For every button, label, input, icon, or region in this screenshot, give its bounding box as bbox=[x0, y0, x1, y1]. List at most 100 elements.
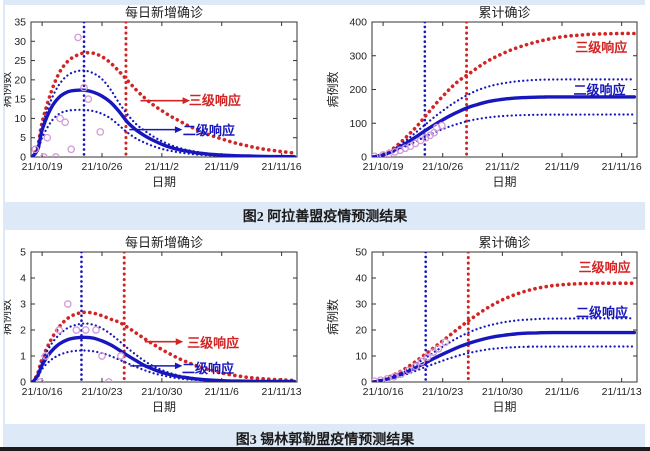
observed-point bbox=[404, 366, 413, 375]
chart-svg-alxa-daily-new: 21/10/19 21/10/26 21/11/2 21/11/9 21/11/16 0 5… bbox=[0, 5, 302, 189]
observed-point bbox=[31, 145, 40, 154]
annotation-level2-label: 二级响应 bbox=[182, 361, 234, 376]
observed-point bbox=[98, 352, 106, 360]
figure2-caption-text: 图2 阿拉善盟疫情预测结果 bbox=[242, 210, 408, 225]
y-axis-label: 病例数 bbox=[325, 299, 340, 335]
annotation-level2-label: 二级响应 bbox=[576, 305, 628, 320]
observed-point bbox=[63, 300, 72, 308]
observed-point bbox=[421, 133, 430, 142]
figure2-caption: 图2 阿拉善盟疫情预测结果 bbox=[0, 206, 650, 226]
observed-point bbox=[72, 326, 81, 334]
observed-point bbox=[411, 362, 420, 371]
y-axis-label: 病例数 bbox=[4, 71, 13, 107]
observed-point bbox=[96, 128, 105, 136]
observed-point bbox=[391, 148, 399, 156]
chart-title: 每日新增确诊 bbox=[125, 235, 203, 250]
y-tick-label: 1 bbox=[20, 351, 26, 363]
series-level2-upper-bound bbox=[372, 317, 636, 382]
observed-point bbox=[423, 353, 432, 362]
observed-point bbox=[429, 348, 438, 356]
annotation-level3-label: 三级响应 bbox=[575, 40, 627, 55]
observed-point bbox=[56, 114, 64, 123]
observed-point bbox=[61, 118, 70, 127]
y-tick-label: 5 bbox=[20, 132, 26, 144]
annotation-level3-label: 三级响应 bbox=[189, 93, 241, 108]
observed-point bbox=[36, 378, 45, 382]
observed-point bbox=[372, 152, 379, 157]
series-level2-lower-bound bbox=[372, 345, 636, 382]
y-tick-label: 0 bbox=[20, 377, 26, 389]
x-tick-label: 21/10/30 bbox=[482, 386, 523, 398]
series-level2-response bbox=[372, 95, 637, 157]
x-tick-label: 21/10/26 bbox=[82, 161, 123, 173]
annotation-level2-label: 二级响应 bbox=[183, 123, 235, 138]
observed-point bbox=[74, 33, 82, 42]
y-tick-label: 15 bbox=[14, 94, 26, 106]
y-tick-label: 20 bbox=[14, 74, 26, 86]
x-tick-label: 21/10/30 bbox=[141, 386, 182, 398]
x-tick-label: 21/10/26 bbox=[422, 161, 463, 173]
observed-point bbox=[116, 352, 125, 360]
figure3-caption-text: 图3 锡林郭勒盟疫情预测结果 bbox=[235, 433, 415, 448]
observed-point bbox=[41, 352, 50, 360]
annotation-level3-label: 三级响应 bbox=[579, 260, 631, 275]
observed-point bbox=[438, 121, 446, 130]
x-tick-label: 21/11/16 bbox=[602, 161, 642, 173]
annotation-arrowhead-level2 bbox=[174, 126, 183, 134]
left-page-margin bbox=[0, 0, 3, 447]
plot-box bbox=[371, 21, 638, 158]
y-tick-label: 4 bbox=[20, 273, 26, 285]
page-bottom-border bbox=[0, 447, 650, 451]
observed-point bbox=[417, 357, 426, 366]
observed-point bbox=[92, 326, 100, 334]
observed-point bbox=[390, 372, 399, 381]
x-tick-label: 21/11/6 bbox=[545, 386, 579, 398]
series-level2-response bbox=[31, 335, 297, 382]
x-tick-label: 21/11/13 bbox=[602, 386, 642, 398]
x-tick-label: 21/10/23 bbox=[82, 386, 123, 398]
y-tick-label: 0 bbox=[361, 377, 367, 389]
y-tick-label: 30 bbox=[14, 36, 26, 48]
y-tick-label: 50 bbox=[355, 247, 367, 259]
series-level2-upper-bound bbox=[31, 69, 296, 157]
y-tick-label: 25 bbox=[14, 55, 26, 67]
chart-alxa-cumulative: 21/10/19 21/10/26 21/11/2 21/11/9 21/11/16 0 1… bbox=[323, 5, 645, 202]
series-level3-response bbox=[31, 50, 297, 157]
y-axis-label: 病例数 bbox=[4, 299, 13, 335]
x-tick-label: 21/11/9 bbox=[205, 161, 239, 173]
annotation-level3-label: 三级响应 bbox=[187, 336, 239, 351]
annotation-arrowhead-level3 bbox=[182, 97, 191, 105]
chart-title: 累计确诊 bbox=[478, 235, 530, 250]
series-level2-lower-bound bbox=[31, 349, 296, 382]
x-tick-label: 21/10/23 bbox=[422, 386, 463, 398]
y-tick-label: 30 bbox=[355, 299, 367, 311]
series-level3-response bbox=[31, 310, 297, 382]
series-level2-lower-bound bbox=[372, 113, 636, 157]
y-tick-label: 400 bbox=[349, 17, 367, 29]
annotation-arrowhead-level2 bbox=[174, 362, 183, 370]
figure3-caption: 图3 锡林郭勒盟疫情预测结果 bbox=[0, 429, 650, 449]
observed-point bbox=[43, 133, 52, 142]
x-tick-label: 21/10/16 bbox=[22, 386, 63, 398]
observed-point bbox=[80, 83, 88, 92]
observed-point bbox=[81, 326, 90, 334]
x-tick-label: 21/10/19 bbox=[363, 161, 404, 173]
y-tick-label: 3 bbox=[20, 299, 26, 311]
chart-title: 累计确诊 bbox=[478, 5, 530, 20]
chart-svg-xilingol-cumulative: 21/10/16 21/10/23 21/10/30 21/11/6 21/11/13 0… bbox=[325, 235, 642, 414]
x-tick-label: 21/10/19 bbox=[22, 161, 63, 173]
observed-point bbox=[397, 370, 405, 379]
plot-box bbox=[30, 251, 298, 383]
plot-box bbox=[371, 251, 638, 383]
x-axis-label: 日期 bbox=[152, 400, 176, 414]
y-tick-label: 10 bbox=[14, 113, 26, 125]
x-axis-label: 日期 bbox=[152, 175, 176, 189]
y-tick-label: 200 bbox=[349, 84, 367, 96]
y-tick-label: 10 bbox=[355, 351, 367, 363]
observed-point bbox=[51, 153, 60, 157]
series-level2-lower-bound bbox=[31, 108, 296, 157]
y-tick-label: 40 bbox=[355, 273, 367, 285]
observed-point bbox=[84, 95, 93, 103]
observed-point bbox=[55, 326, 64, 334]
